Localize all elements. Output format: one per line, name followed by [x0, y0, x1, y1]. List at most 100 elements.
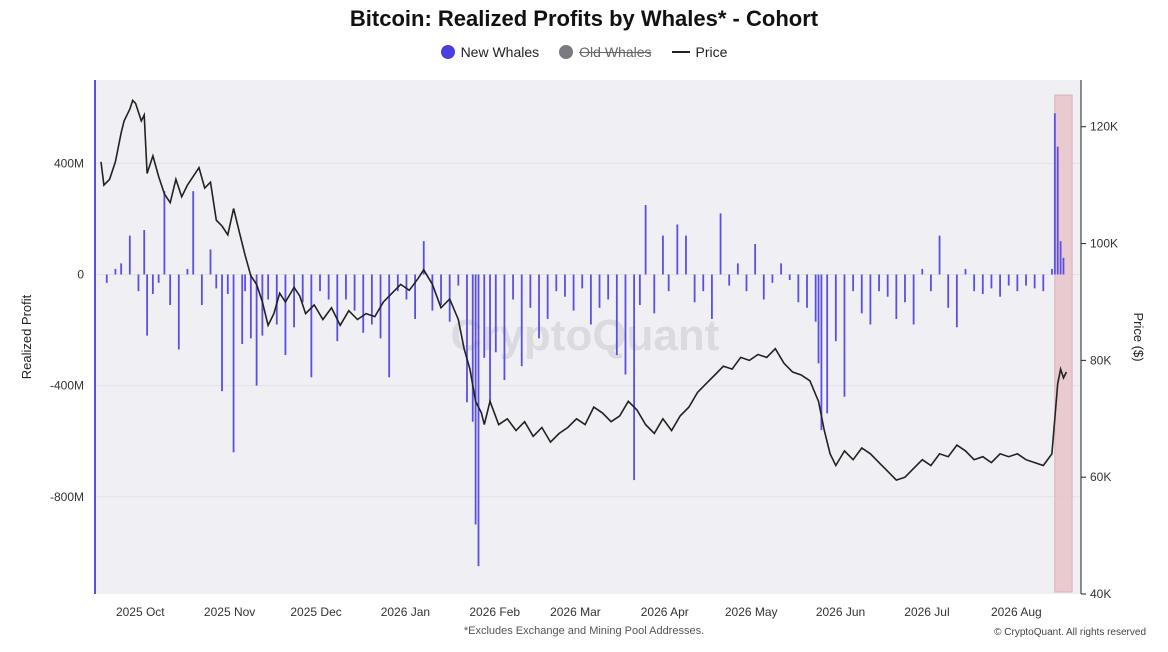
bar — [120, 263, 123, 275]
x-tick-label: 2025 Oct — [116, 605, 165, 619]
bar — [226, 274, 229, 294]
bar — [232, 274, 235, 453]
bar — [215, 274, 218, 289]
bar — [633, 274, 636, 481]
y-tick-label: -800M — [50, 490, 84, 504]
bar — [255, 274, 258, 386]
bar — [301, 274, 304, 303]
bar — [494, 274, 497, 353]
y-tick-label: -400M — [50, 379, 84, 393]
price-line — [100, 98, 1068, 482]
x-tick-label: 2025 Nov — [204, 605, 255, 619]
legend-item-old-whales[interactable]: Old Whales — [559, 44, 652, 60]
bar — [955, 274, 958, 328]
legend-label-new-whales: New Whales — [460, 44, 540, 60]
bar — [814, 274, 817, 322]
bar — [440, 274, 442, 306]
bar — [736, 263, 739, 275]
bar — [826, 274, 829, 414]
bar — [319, 274, 321, 292]
bar — [362, 274, 365, 333]
y2-axis-ticks: 120K 100K 80K 60K 40K — [1081, 120, 1118, 601]
bar — [676, 224, 679, 275]
bar — [904, 274, 906, 303]
bar — [964, 268, 967, 275]
watermark: CryptoQuant — [451, 311, 720, 360]
bar — [797, 274, 800, 303]
bar — [512, 274, 514, 300]
bar — [728, 274, 731, 286]
bar — [624, 274, 627, 375]
y2-tick-label: 120K — [1090, 120, 1118, 134]
x-tick-label: 2025 Dec — [290, 605, 341, 619]
x-axis-ticks: 2025 Oct 2025 Nov 2025 Dec 2026 Jan 2026 Feb… — [116, 605, 1042, 619]
bar — [200, 274, 203, 306]
bar — [422, 241, 425, 275]
bar — [852, 274, 855, 292]
bar — [192, 191, 195, 275]
copyright: © CryptoQuant. All rights reserved — [994, 627, 1146, 638]
bar — [1056, 146, 1059, 275]
y-tick-label: 0 — [77, 267, 84, 281]
bar — [457, 274, 460, 286]
bar — [693, 274, 696, 303]
y2-tick-label: 60K — [1090, 470, 1111, 484]
bar — [477, 274, 480, 567]
x-tick-label: 2026 Jan — [381, 605, 430, 619]
bar — [529, 274, 532, 308]
bar — [157, 274, 160, 283]
bar — [572, 274, 575, 311]
highlight-region — [1054, 94, 1073, 593]
y2-tick-label: 100K — [1090, 237, 1118, 251]
bar — [921, 268, 924, 275]
bar — [275, 274, 278, 325]
bar — [353, 274, 356, 311]
bar — [662, 235, 664, 275]
bar — [973, 274, 976, 292]
legend-dot-old-whales — [559, 45, 574, 59]
bar — [431, 274, 434, 311]
y-axis-title: Realized Profit — [19, 294, 34, 379]
bar-series-new-whales — [105, 113, 1065, 567]
x-tick-label: 2026 Jul — [904, 605, 949, 619]
bar — [471, 274, 474, 422]
bar — [878, 274, 880, 292]
bar — [336, 274, 339, 342]
bar — [754, 243, 757, 275]
bar — [820, 274, 823, 431]
bar — [598, 274, 601, 308]
bar — [546, 274, 549, 319]
bar — [607, 274, 610, 300]
chart-legend: New Whales Old Whales Price — [0, 44, 1168, 60]
bar — [981, 274, 984, 294]
bar — [615, 274, 618, 356]
bar — [1042, 274, 1045, 292]
chart-title: Bitcoin: Realized Profits by Whales* - C… — [349, 6, 819, 31]
bar — [293, 274, 295, 328]
bar — [947, 274, 950, 308]
legend-line-price — [671, 51, 690, 53]
bar — [834, 274, 837, 342]
bar — [267, 274, 270, 300]
bar — [345, 274, 347, 300]
bar — [137, 274, 140, 292]
y2-tick-label: 80K — [1090, 353, 1111, 367]
bar — [520, 274, 523, 367]
legend-item-new-whales[interactable]: New Whales — [440, 44, 540, 60]
bar — [1062, 257, 1065, 275]
y2-axis-title: Price ($) — [1131, 312, 1146, 361]
bar — [653, 274, 656, 314]
bar — [788, 274, 791, 281]
bar — [310, 274, 313, 378]
bar — [169, 274, 172, 306]
bar — [489, 274, 491, 403]
bar — [771, 274, 774, 283]
bar — [895, 274, 898, 319]
bar — [685, 235, 687, 275]
bar — [990, 274, 993, 289]
bar — [284, 274, 287, 356]
bar — [163, 191, 166, 275]
legend-item-price[interactable]: Price — [671, 44, 727, 60]
bar — [843, 274, 846, 397]
